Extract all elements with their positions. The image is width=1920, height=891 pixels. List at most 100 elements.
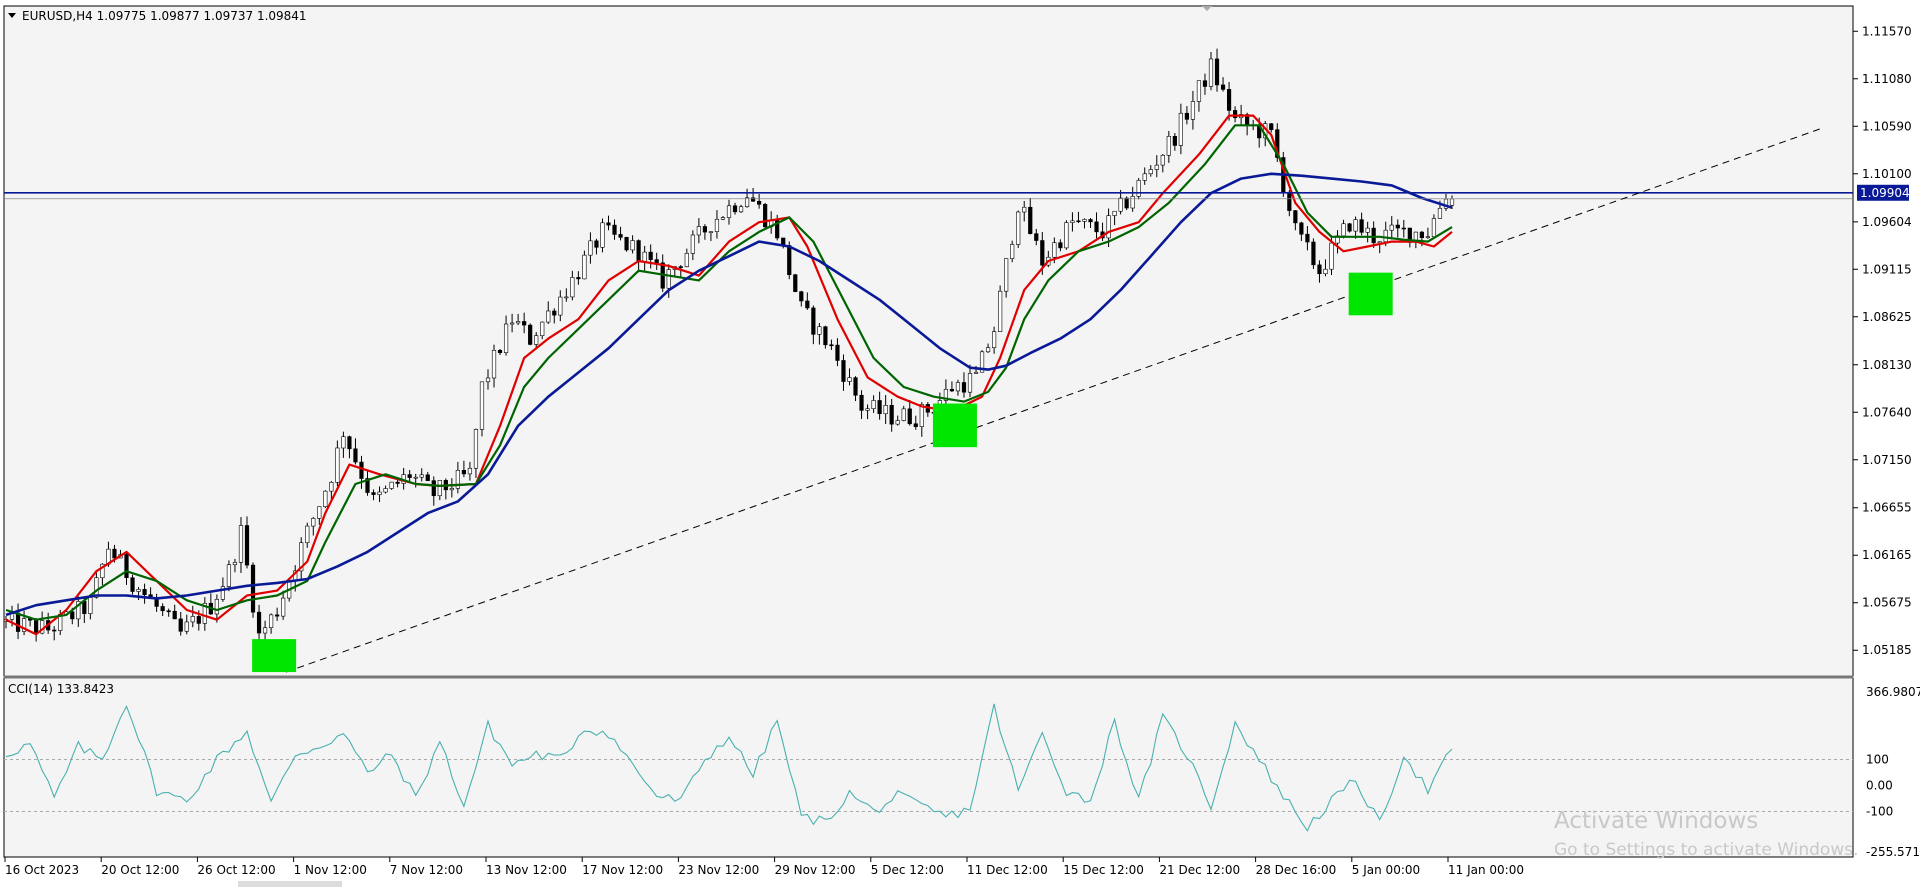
candle[interactable] (1034, 228, 1039, 246)
candle[interactable] (998, 285, 1003, 332)
candle[interactable] (491, 344, 497, 388)
candle[interactable] (666, 264, 671, 298)
candle[interactable] (130, 574, 135, 595)
candle[interactable] (268, 613, 274, 634)
shift-marker-icon[interactable] (1202, 6, 1212, 11)
candle[interactable] (883, 395, 888, 424)
candle[interactable] (955, 379, 961, 396)
candle[interactable] (172, 604, 177, 620)
candle[interactable] (1148, 165, 1153, 177)
candle[interactable] (1142, 167, 1147, 185)
candle[interactable] (419, 468, 424, 482)
candle[interactable] (949, 381, 955, 393)
candle[interactable] (1016, 210, 1021, 248)
candle[interactable] (1130, 186, 1135, 212)
candle[interactable] (232, 558, 238, 573)
candle[interactable] (1082, 218, 1087, 229)
candle[interactable] (365, 470, 370, 496)
candle[interactable] (1070, 212, 1075, 232)
candle[interactable] (244, 516, 250, 569)
candle[interactable] (1353, 216, 1358, 239)
candle[interactable] (52, 626, 57, 641)
candle[interactable] (588, 232, 593, 264)
candle[interactable] (509, 313, 515, 333)
candle[interactable] (1226, 81, 1232, 121)
candle[interactable] (919, 402, 924, 437)
candle[interactable] (1401, 219, 1406, 238)
candle[interactable] (991, 326, 997, 354)
candle[interactable] (431, 476, 436, 506)
candle[interactable] (479, 381, 485, 437)
candle[interactable] (823, 325, 828, 349)
candle[interactable] (160, 603, 165, 616)
candle[interactable] (299, 537, 304, 580)
candle[interactable] (76, 596, 81, 627)
candle[interactable] (335, 440, 340, 487)
candle[interactable] (552, 308, 557, 324)
candle[interactable] (1088, 218, 1093, 228)
candle[interactable] (323, 490, 328, 509)
candle[interactable] (606, 215, 611, 231)
candle[interactable] (178, 612, 183, 636)
candle[interactable] (865, 404, 870, 420)
candle[interactable] (799, 290, 804, 307)
candle[interactable] (449, 478, 454, 498)
candle[interactable] (558, 290, 563, 322)
candle[interactable] (1305, 226, 1310, 251)
candle[interactable] (714, 210, 720, 239)
candle[interactable] (612, 219, 617, 240)
candle[interactable] (913, 415, 918, 430)
candle[interactable] (576, 271, 581, 285)
support-zone-box[interactable] (1348, 272, 1393, 316)
candle[interactable] (184, 614, 189, 635)
candle[interactable] (190, 605, 195, 628)
candle[interactable] (1269, 123, 1274, 133)
candle[interactable] (805, 292, 810, 310)
candle[interactable] (630, 235, 635, 254)
candle[interactable] (564, 288, 569, 302)
candle[interactable] (1359, 212, 1364, 236)
candle[interactable] (763, 202, 768, 229)
candle[interactable] (497, 348, 503, 356)
candle[interactable] (522, 312, 527, 334)
candle[interactable] (696, 218, 701, 244)
candle[interactable] (901, 405, 906, 422)
candle[interactable] (1160, 153, 1165, 173)
candle[interactable] (1058, 239, 1063, 252)
candle[interactable] (594, 238, 599, 255)
candle[interactable] (1196, 80, 1202, 112)
candle[interactable] (461, 460, 467, 478)
candle[interactable] (1022, 201, 1027, 222)
candle[interactable] (829, 339, 834, 350)
candle[interactable] (1184, 106, 1189, 125)
cci-plot-area[interactable] (3, 677, 1854, 858)
candle[interactable] (407, 469, 412, 483)
candle[interactable] (750, 188, 756, 202)
candle[interactable] (1323, 259, 1328, 277)
support-zone-box[interactable] (932, 403, 977, 448)
candle[interactable] (877, 391, 882, 420)
candle[interactable] (570, 270, 575, 301)
price-plot-area[interactable] (3, 5, 1854, 677)
candle[interactable] (142, 583, 147, 604)
candle[interactable] (305, 522, 310, 548)
candle[interactable] (347, 435, 352, 459)
candle[interactable] (94, 570, 99, 599)
candle[interactable] (757, 194, 762, 209)
candle[interactable] (341, 431, 346, 458)
candle[interactable] (1064, 220, 1069, 250)
candle[interactable] (793, 273, 798, 293)
candle[interactable] (1028, 197, 1033, 235)
candle[interactable] (250, 562, 256, 618)
candle[interactable] (1166, 130, 1171, 163)
candle[interactable] (1365, 221, 1370, 243)
candle[interactable] (582, 250, 587, 280)
candle[interactable] (425, 471, 430, 482)
candle[interactable] (383, 485, 388, 494)
ma-slow-line[interactable] (5, 172, 1453, 617)
candle[interactable] (726, 199, 732, 225)
candle[interactable] (226, 560, 232, 592)
candle[interactable] (540, 321, 545, 340)
candle[interactable] (1208, 51, 1214, 91)
